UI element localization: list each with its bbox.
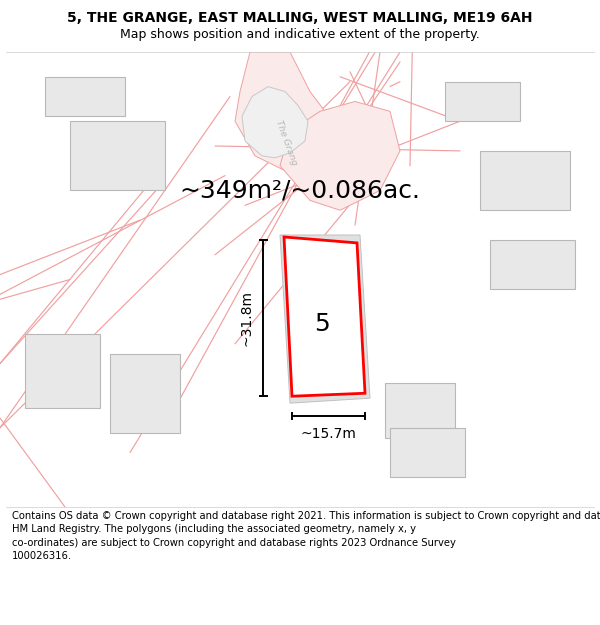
Text: 5, THE GRANGE, EAST MALLING, WEST MALLING, ME19 6AH: 5, THE GRANGE, EAST MALLING, WEST MALLIN… (67, 11, 533, 26)
Polygon shape (390, 428, 465, 478)
Polygon shape (445, 82, 520, 121)
Polygon shape (284, 237, 365, 396)
Polygon shape (480, 151, 570, 210)
Polygon shape (490, 240, 575, 289)
Polygon shape (110, 354, 180, 433)
Polygon shape (280, 101, 400, 210)
Polygon shape (70, 121, 165, 191)
Text: ~31.8m: ~31.8m (240, 290, 254, 346)
Polygon shape (385, 383, 455, 438)
Polygon shape (242, 87, 308, 158)
Text: 5: 5 (314, 312, 330, 336)
Polygon shape (235, 52, 340, 171)
Text: ~349m²/~0.086ac.: ~349m²/~0.086ac. (179, 179, 421, 202)
Polygon shape (45, 77, 125, 116)
Polygon shape (25, 334, 100, 408)
Polygon shape (280, 235, 370, 403)
Text: Contains OS data © Crown copyright and database right 2021. This information is : Contains OS data © Crown copyright and d… (12, 511, 600, 561)
Text: The Grang: The Grang (274, 119, 298, 167)
Text: Map shows position and indicative extent of the property.: Map shows position and indicative extent… (120, 28, 480, 41)
Text: ~15.7m: ~15.7m (301, 427, 356, 441)
